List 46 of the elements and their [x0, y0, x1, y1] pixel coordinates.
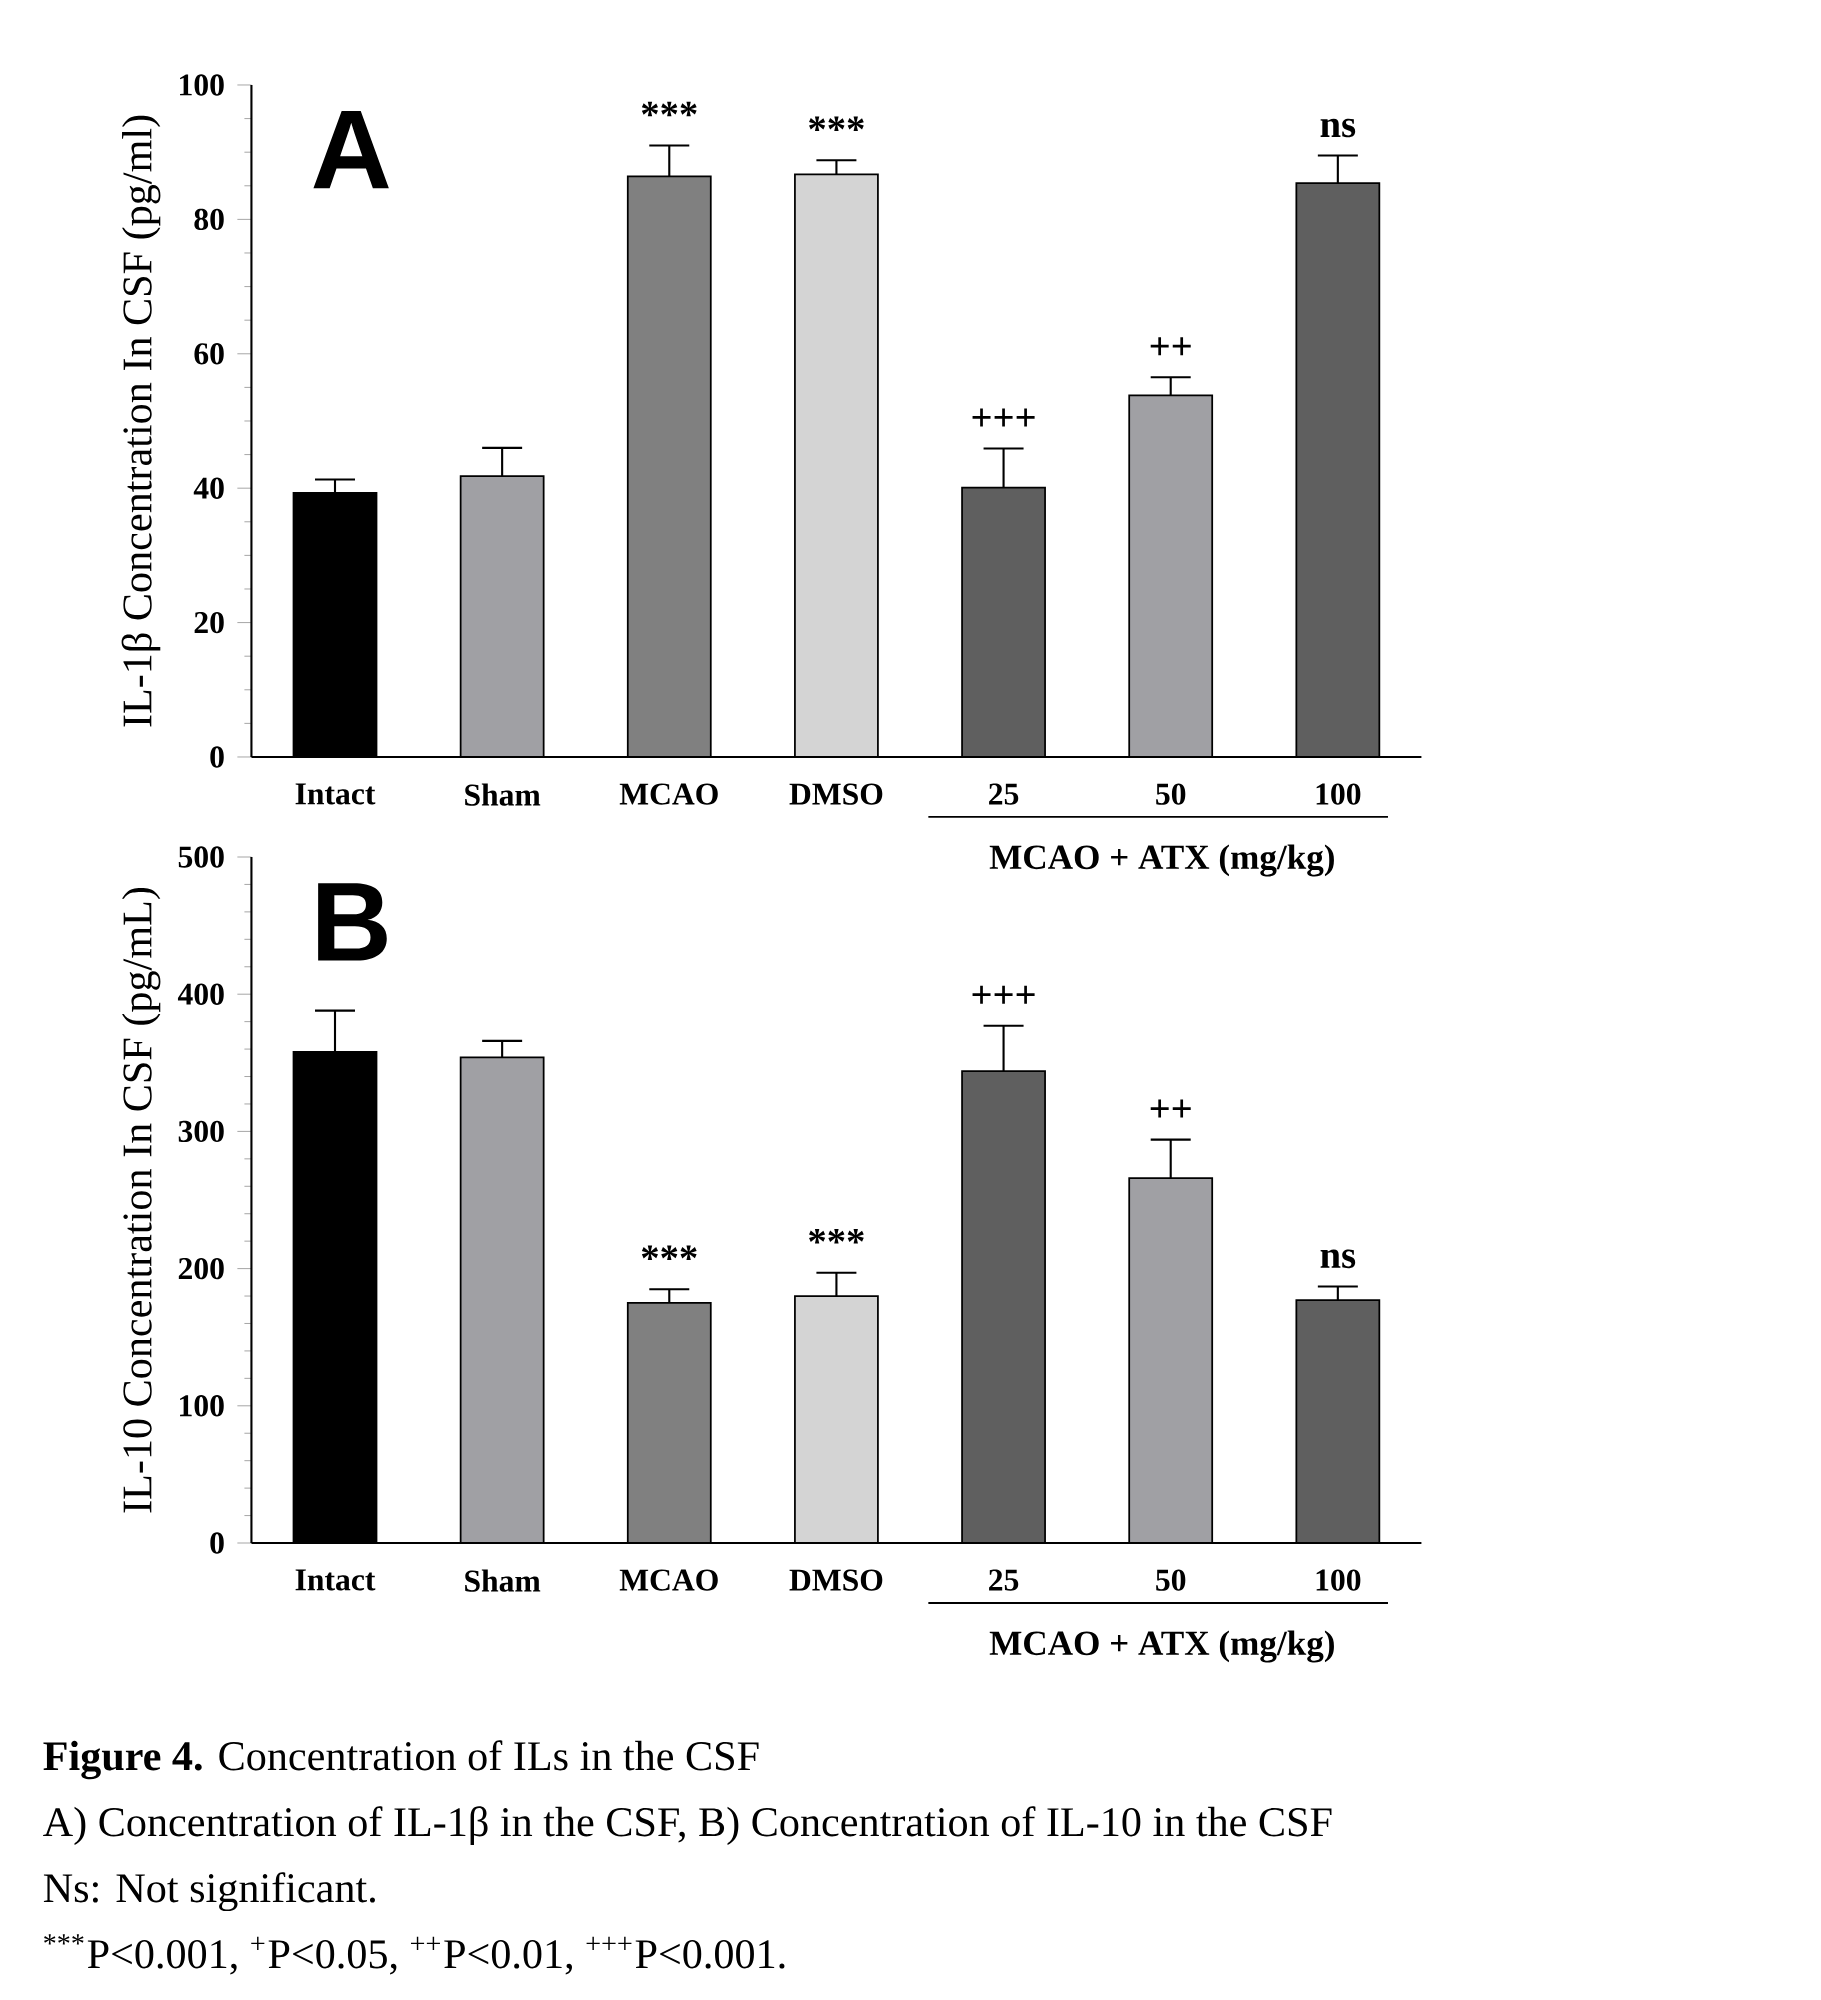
x-tick-label: 50: [1156, 1569, 1186, 1591]
annotation: MCAO + ATX (mg/kg): [989, 844, 1334, 877]
annotation: ***: [809, 116, 864, 132]
y-tick-label: 0: [210, 1532, 224, 1554]
text: MCAO + ATX (mg/kg): [989, 1630, 1334, 1663]
x-tick-label: MCAO: [619, 1569, 718, 1591]
y-tick-label: 40: [193, 477, 224, 499]
x-tick-label: 50: [1156, 783, 1186, 805]
x-tick-label: DMSO: [789, 1569, 883, 1591]
annotation: ***: [641, 1245, 697, 1260]
y-tick-label: 60: [194, 343, 224, 365]
text: Ns: Not significant.: [43, 1872, 375, 1912]
y-tick-label: 500: [178, 846, 224, 868]
x-tick-label: DMSO: [789, 783, 883, 805]
annotation: +++: [972, 408, 1035, 427]
x-tick-label: 25: [989, 783, 1019, 805]
x-tick-label: 100: [1316, 783, 1361, 805]
annotation: ns: [1320, 1249, 1356, 1269]
x-tick-label: Sham: [465, 783, 541, 806]
y-tick-label: 100: [180, 74, 224, 96]
y-axis-title: IL-10 Concentration In CSF (pg/mL): [122, 887, 161, 1513]
y-tick-label: 300: [178, 1120, 224, 1143]
text: Figure 4. Concentration of ILs in the CSF: [43, 1740, 759, 1780]
y-axis-title: IL-1β Concentration In CSF (pg/ml): [121, 115, 161, 727]
y-tick-label: 80: [194, 208, 224, 231]
y-tick-label: 20: [194, 611, 224, 634]
x-tick-label: Intact: [295, 1569, 376, 1591]
y-tick-label: 400: [177, 983, 224, 1005]
annotation: +++: [972, 985, 1035, 1004]
annotation: ***: [641, 101, 697, 117]
annotation: ++: [1150, 1099, 1191, 1118]
chart-title: A: [313, 110, 389, 189]
y-tick-label: 0: [210, 746, 224, 768]
annotation: ns: [1320, 118, 1356, 138]
y-tick-label: 100: [180, 1395, 224, 1417]
chart-title: B: [318, 883, 387, 961]
x-tick-label: Sham: [465, 1569, 541, 1592]
text: A) Concentration of IL-1β in the CSF, B) Concentration of IL-10 in the CSF: [43, 1806, 1332, 1845]
x-tick-label: 25: [989, 1569, 1019, 1591]
x-tick-label: MCAO: [619, 783, 718, 805]
text: $^{***}$P<0.001, $^{+}$P<0.05, $^{++}$P<0.01, $^{+++}$P<0.001.: [44, 1934, 785, 1975]
annotation: ++: [1150, 337, 1191, 356]
y-tick-label: 200: [178, 1257, 224, 1280]
x-tick-label: 100: [1316, 1569, 1361, 1591]
annotation: ***: [809, 1228, 864, 1244]
x-tick-label: Intact: [295, 783, 376, 805]
